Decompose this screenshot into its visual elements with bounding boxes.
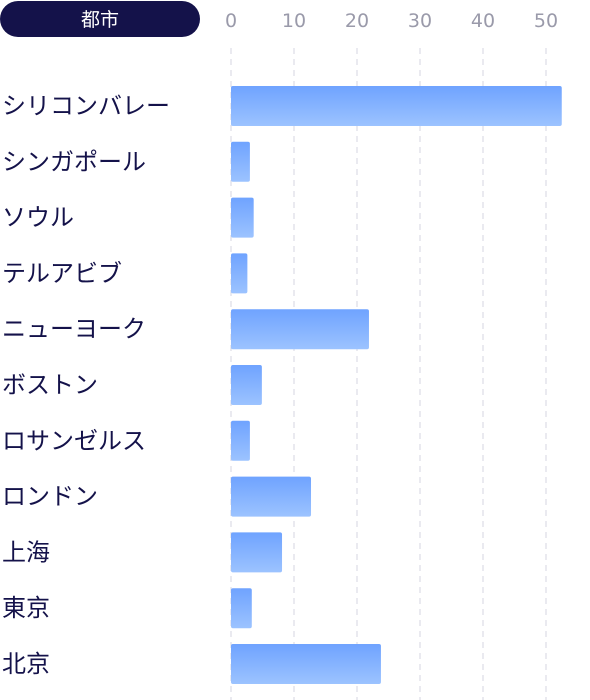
category-header-pill <box>0 1 200 37</box>
bar <box>231 309 369 350</box>
grid-lines <box>230 48 547 700</box>
category-label: シンガポール <box>2 148 146 176</box>
x-tick-label: 50 <box>534 10 558 32</box>
bar <box>231 141 250 182</box>
category-label: 上海 <box>2 538 50 566</box>
category-label: シリコンバレー <box>2 92 170 120</box>
category-header: 都市 <box>81 9 119 31</box>
bar <box>231 420 250 461</box>
bar <box>231 86 562 126</box>
category-label: ロンドン <box>2 483 98 511</box>
category-label: 東京 <box>2 594 50 622</box>
x-tick-label: 30 <box>408 10 432 32</box>
x-tick-label: 40 <box>471 10 495 32</box>
bar <box>231 532 283 573</box>
category-label: ロサンゼルス <box>2 427 146 455</box>
x-tick-label: 20 <box>345 10 369 32</box>
category-label: ニューヨーク <box>2 315 146 343</box>
category-labels: シリコンバレーシンガポールソウルテルアビブニューヨークボストンロサンゼルスロンド… <box>2 92 170 678</box>
bar <box>231 197 254 238</box>
category-label: ボストン <box>2 371 98 399</box>
bar <box>231 476 312 517</box>
x-axis-ticks: 0 10 20 30 40 50 <box>225 10 558 32</box>
bar <box>231 644 381 684</box>
bar <box>231 588 252 629</box>
bars <box>231 86 562 684</box>
x-tick-label: 10 <box>282 10 306 32</box>
category-label: ソウル <box>2 204 74 232</box>
bar <box>231 253 248 294</box>
x-tick-label: 0 <box>225 10 237 32</box>
bar <box>231 365 262 405</box>
category-label: 北京 <box>2 650 50 678</box>
category-label: テルアビブ <box>2 259 122 287</box>
